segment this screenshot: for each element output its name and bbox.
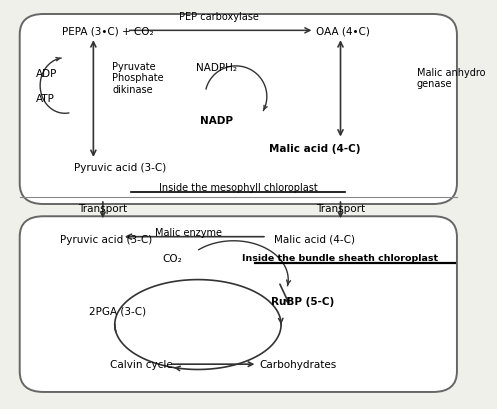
Text: Malic anhydro
genase: Malic anhydro genase: [416, 67, 485, 89]
Text: Inside the mesophyll chloroplast: Inside the mesophyll chloroplast: [159, 183, 318, 193]
Text: Pyruvate
Phosphate
dikinase: Pyruvate Phosphate dikinase: [112, 62, 164, 95]
Text: RuBP (5-C): RuBP (5-C): [271, 297, 334, 306]
Text: Malic enzyme: Malic enzyme: [155, 227, 222, 237]
Text: CO₂: CO₂: [162, 253, 182, 263]
Text: Carbohydrates: Carbohydrates: [259, 359, 336, 369]
Text: OAA (4•C): OAA (4•C): [316, 26, 370, 36]
Text: PEPA (3•C) + CO₂: PEPA (3•C) + CO₂: [63, 26, 154, 36]
Text: Malic acid (4-C): Malic acid (4-C): [274, 234, 355, 244]
FancyBboxPatch shape: [20, 217, 457, 392]
Text: Pyruvic acid (3-C): Pyruvic acid (3-C): [60, 234, 153, 244]
Text: Pyruvic acid (3-C): Pyruvic acid (3-C): [75, 163, 166, 173]
Text: ATP: ATP: [36, 94, 55, 103]
FancyBboxPatch shape: [20, 15, 457, 205]
Text: Malic acid (4-C): Malic acid (4-C): [269, 143, 361, 153]
Text: ADP: ADP: [36, 69, 58, 79]
Text: Calvin cycle: Calvin cycle: [109, 359, 172, 369]
Text: Transport: Transport: [316, 204, 365, 213]
Text: Transport: Transport: [79, 204, 127, 213]
Text: Inside the bundle sheath chloroplast: Inside the bundle sheath chloroplast: [243, 254, 438, 263]
Text: PEP carboxylase: PEP carboxylase: [179, 12, 259, 22]
Text: 2PGA (3-C): 2PGA (3-C): [88, 306, 146, 315]
Text: NADPH₂: NADPH₂: [196, 63, 238, 73]
Text: NADP: NADP: [200, 116, 234, 126]
